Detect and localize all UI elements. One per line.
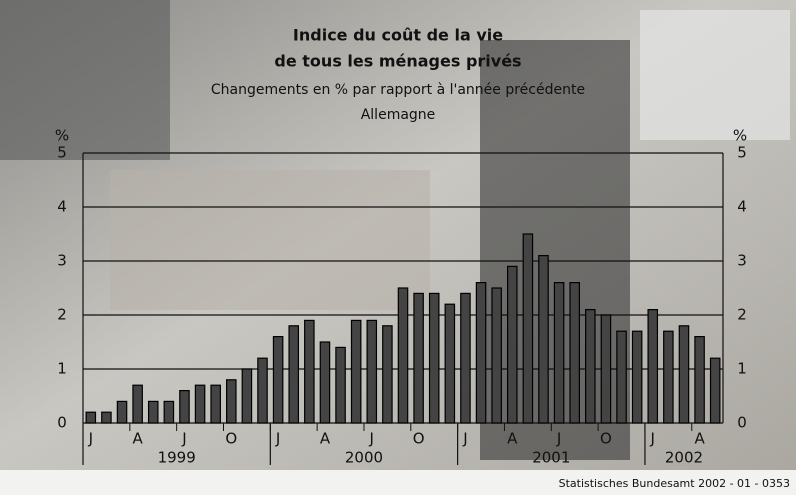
bar: [366, 319, 378, 424]
bar: [210, 384, 221, 424]
y-tick-label-right: 4: [737, 198, 747, 216]
bar: [647, 309, 659, 424]
x-tick-label: A: [320, 430, 331, 448]
y-tick-label: 0: [57, 414, 67, 432]
subtitle: Changements en % par rapport à l'année p…: [211, 82, 585, 98]
bar: [491, 287, 502, 424]
bar: [147, 400, 159, 424]
x-tick-label: A: [133, 430, 144, 448]
bar: [132, 384, 143, 424]
year-label: 2000: [345, 449, 383, 467]
bar: [600, 314, 612, 424]
x-tick-label: O: [413, 430, 425, 448]
title-line: Indice du coût de la vie: [293, 26, 503, 45]
bar: [506, 265, 518, 424]
bar: [163, 400, 175, 424]
bar: [475, 282, 487, 424]
bar: [335, 346, 346, 424]
x-tick-label: O: [600, 430, 612, 448]
source: Statistisches Bundesamt 2002 - 01 - 0353: [559, 477, 790, 490]
bar: [569, 282, 580, 424]
footer-band: [0, 470, 796, 495]
bar: [631, 330, 643, 424]
bar: [616, 330, 627, 424]
bar: [538, 255, 549, 424]
bar: [241, 368, 253, 424]
bar: [428, 292, 440, 424]
y-tick-label-right: 0: [737, 414, 747, 432]
y-tick-label-right: 1: [737, 360, 747, 378]
x-tick-label: J: [88, 430, 93, 448]
y-tick-label: 2: [57, 306, 67, 324]
bar: [397, 287, 409, 424]
bar: [522, 233, 534, 424]
y-tick-label-right: 5: [737, 144, 747, 162]
bar: [194, 384, 206, 424]
bar: [585, 309, 596, 424]
bar: [709, 357, 721, 424]
x-tick-label: J: [462, 430, 467, 448]
bar: [444, 303, 456, 424]
photo-shape: [0, 0, 170, 160]
title-line: de tous les ménages privés: [274, 52, 521, 71]
y-unit: %: [733, 127, 747, 145]
bar: [460, 292, 471, 424]
y-tick-label: 5: [57, 144, 67, 162]
x-tick-label: J: [369, 430, 374, 448]
bar: [288, 325, 300, 424]
year-label: 1999: [158, 449, 196, 467]
y-tick-label-right: 2: [737, 306, 747, 324]
y-tick-label: 3: [57, 252, 67, 270]
x-tick-label: A: [694, 430, 705, 448]
bar: [319, 341, 331, 424]
region: Allemagne: [361, 107, 436, 123]
y-tick-label: 4: [57, 198, 67, 216]
x-tick-label: J: [556, 430, 561, 448]
bar: [350, 319, 362, 424]
bar: [272, 336, 284, 424]
x-tick-label: J: [650, 430, 655, 448]
bar: [85, 411, 97, 424]
bar: [179, 390, 190, 424]
bar: [553, 282, 565, 424]
x-tick-label: O: [225, 430, 237, 448]
bar: [694, 336, 705, 424]
year-label: 2001: [532, 449, 570, 467]
bar: [304, 319, 315, 424]
x-tick-label: A: [507, 430, 518, 448]
photo-shape: [110, 170, 430, 310]
year-label: 2002: [665, 449, 703, 467]
y-tick-label-right: 3: [737, 252, 747, 270]
x-tick-label: J: [275, 430, 280, 448]
bar: [101, 411, 112, 424]
bar: [663, 330, 674, 424]
bar: [226, 379, 237, 424]
bar: [413, 292, 424, 424]
bar: [382, 325, 393, 424]
x-tick-label: J: [181, 430, 186, 448]
bar: [257, 357, 268, 424]
bar: [116, 400, 128, 424]
y-tick-label: 1: [57, 360, 67, 378]
y-unit: %: [55, 127, 69, 145]
photo-shape: [640, 10, 790, 140]
bar: [678, 325, 690, 424]
